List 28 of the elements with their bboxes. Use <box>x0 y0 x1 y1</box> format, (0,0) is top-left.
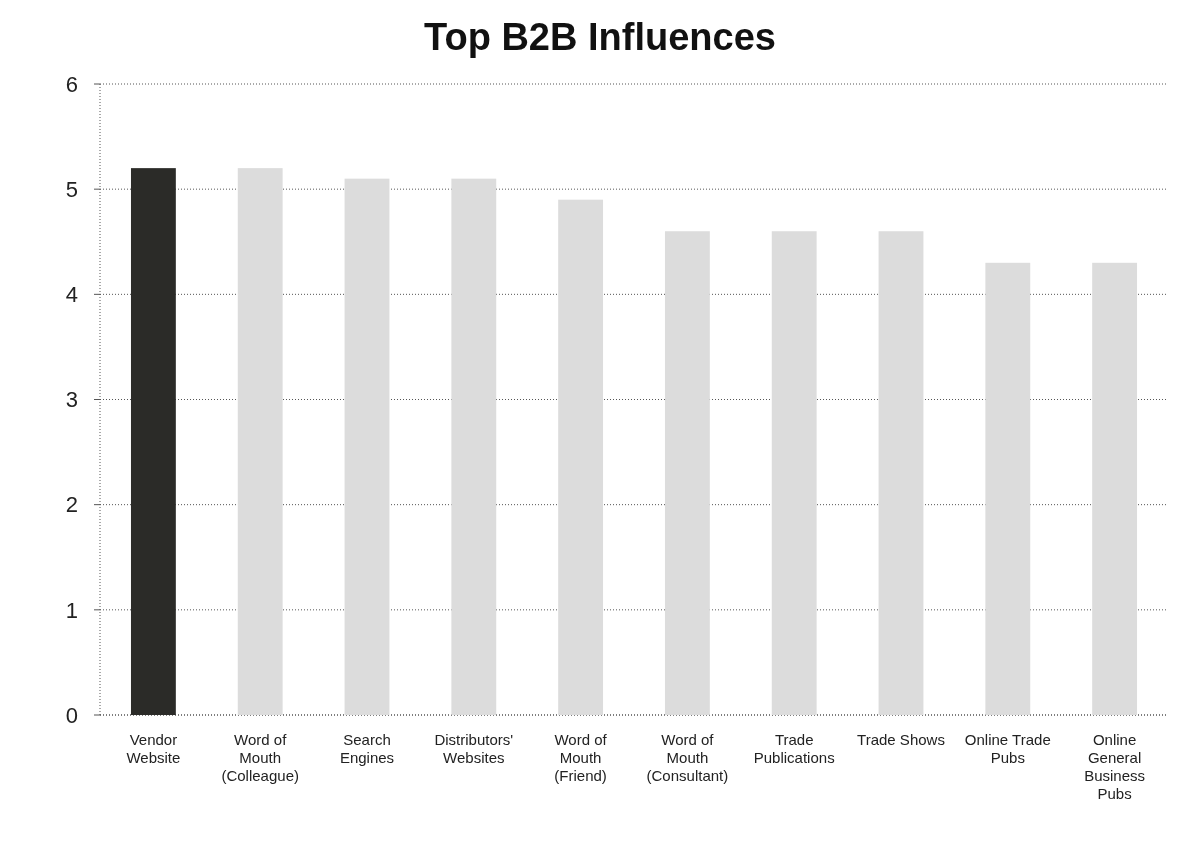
chart-title: Top B2B Influences <box>424 16 776 58</box>
y-tick-label: 0 <box>65 702 78 728</box>
x-tick-label: Distributors' Websites <box>434 731 514 766</box>
x-tick-label: Word of Mouth (Consultant) <box>646 731 729 784</box>
bar <box>878 231 924 715</box>
bar <box>130 168 176 715</box>
y-tick-label: 6 <box>65 71 78 97</box>
y-tick-label: 4 <box>65 282 78 308</box>
y-tick-label: 3 <box>65 387 78 413</box>
x-tick-label: Word of Mouth (Friend) <box>554 731 608 784</box>
x-tick-label: Word of Mouth (Colleague) <box>221 731 299 784</box>
bar <box>985 262 1031 715</box>
x-tick-label: Vendor Website <box>126 731 181 766</box>
x-tick-label: Online Trade Pubs <box>964 731 1051 766</box>
bar <box>451 178 497 715</box>
x-tick-label: Trade Publications <box>753 731 835 766</box>
bar <box>771 231 817 715</box>
y-tick-label: 5 <box>65 176 78 202</box>
bar <box>1092 262 1138 715</box>
bar <box>344 178 390 715</box>
y-tick-label: 1 <box>65 597 78 623</box>
bar <box>558 199 604 715</box>
bar <box>237 168 283 715</box>
x-tick-label: Search Engines <box>339 731 395 766</box>
x-tick-label: Trade Shows <box>857 731 945 748</box>
bar <box>664 231 710 715</box>
y-tick-label: 2 <box>65 492 78 518</box>
x-tick-label: Online General Business Pubs <box>1084 731 1146 802</box>
